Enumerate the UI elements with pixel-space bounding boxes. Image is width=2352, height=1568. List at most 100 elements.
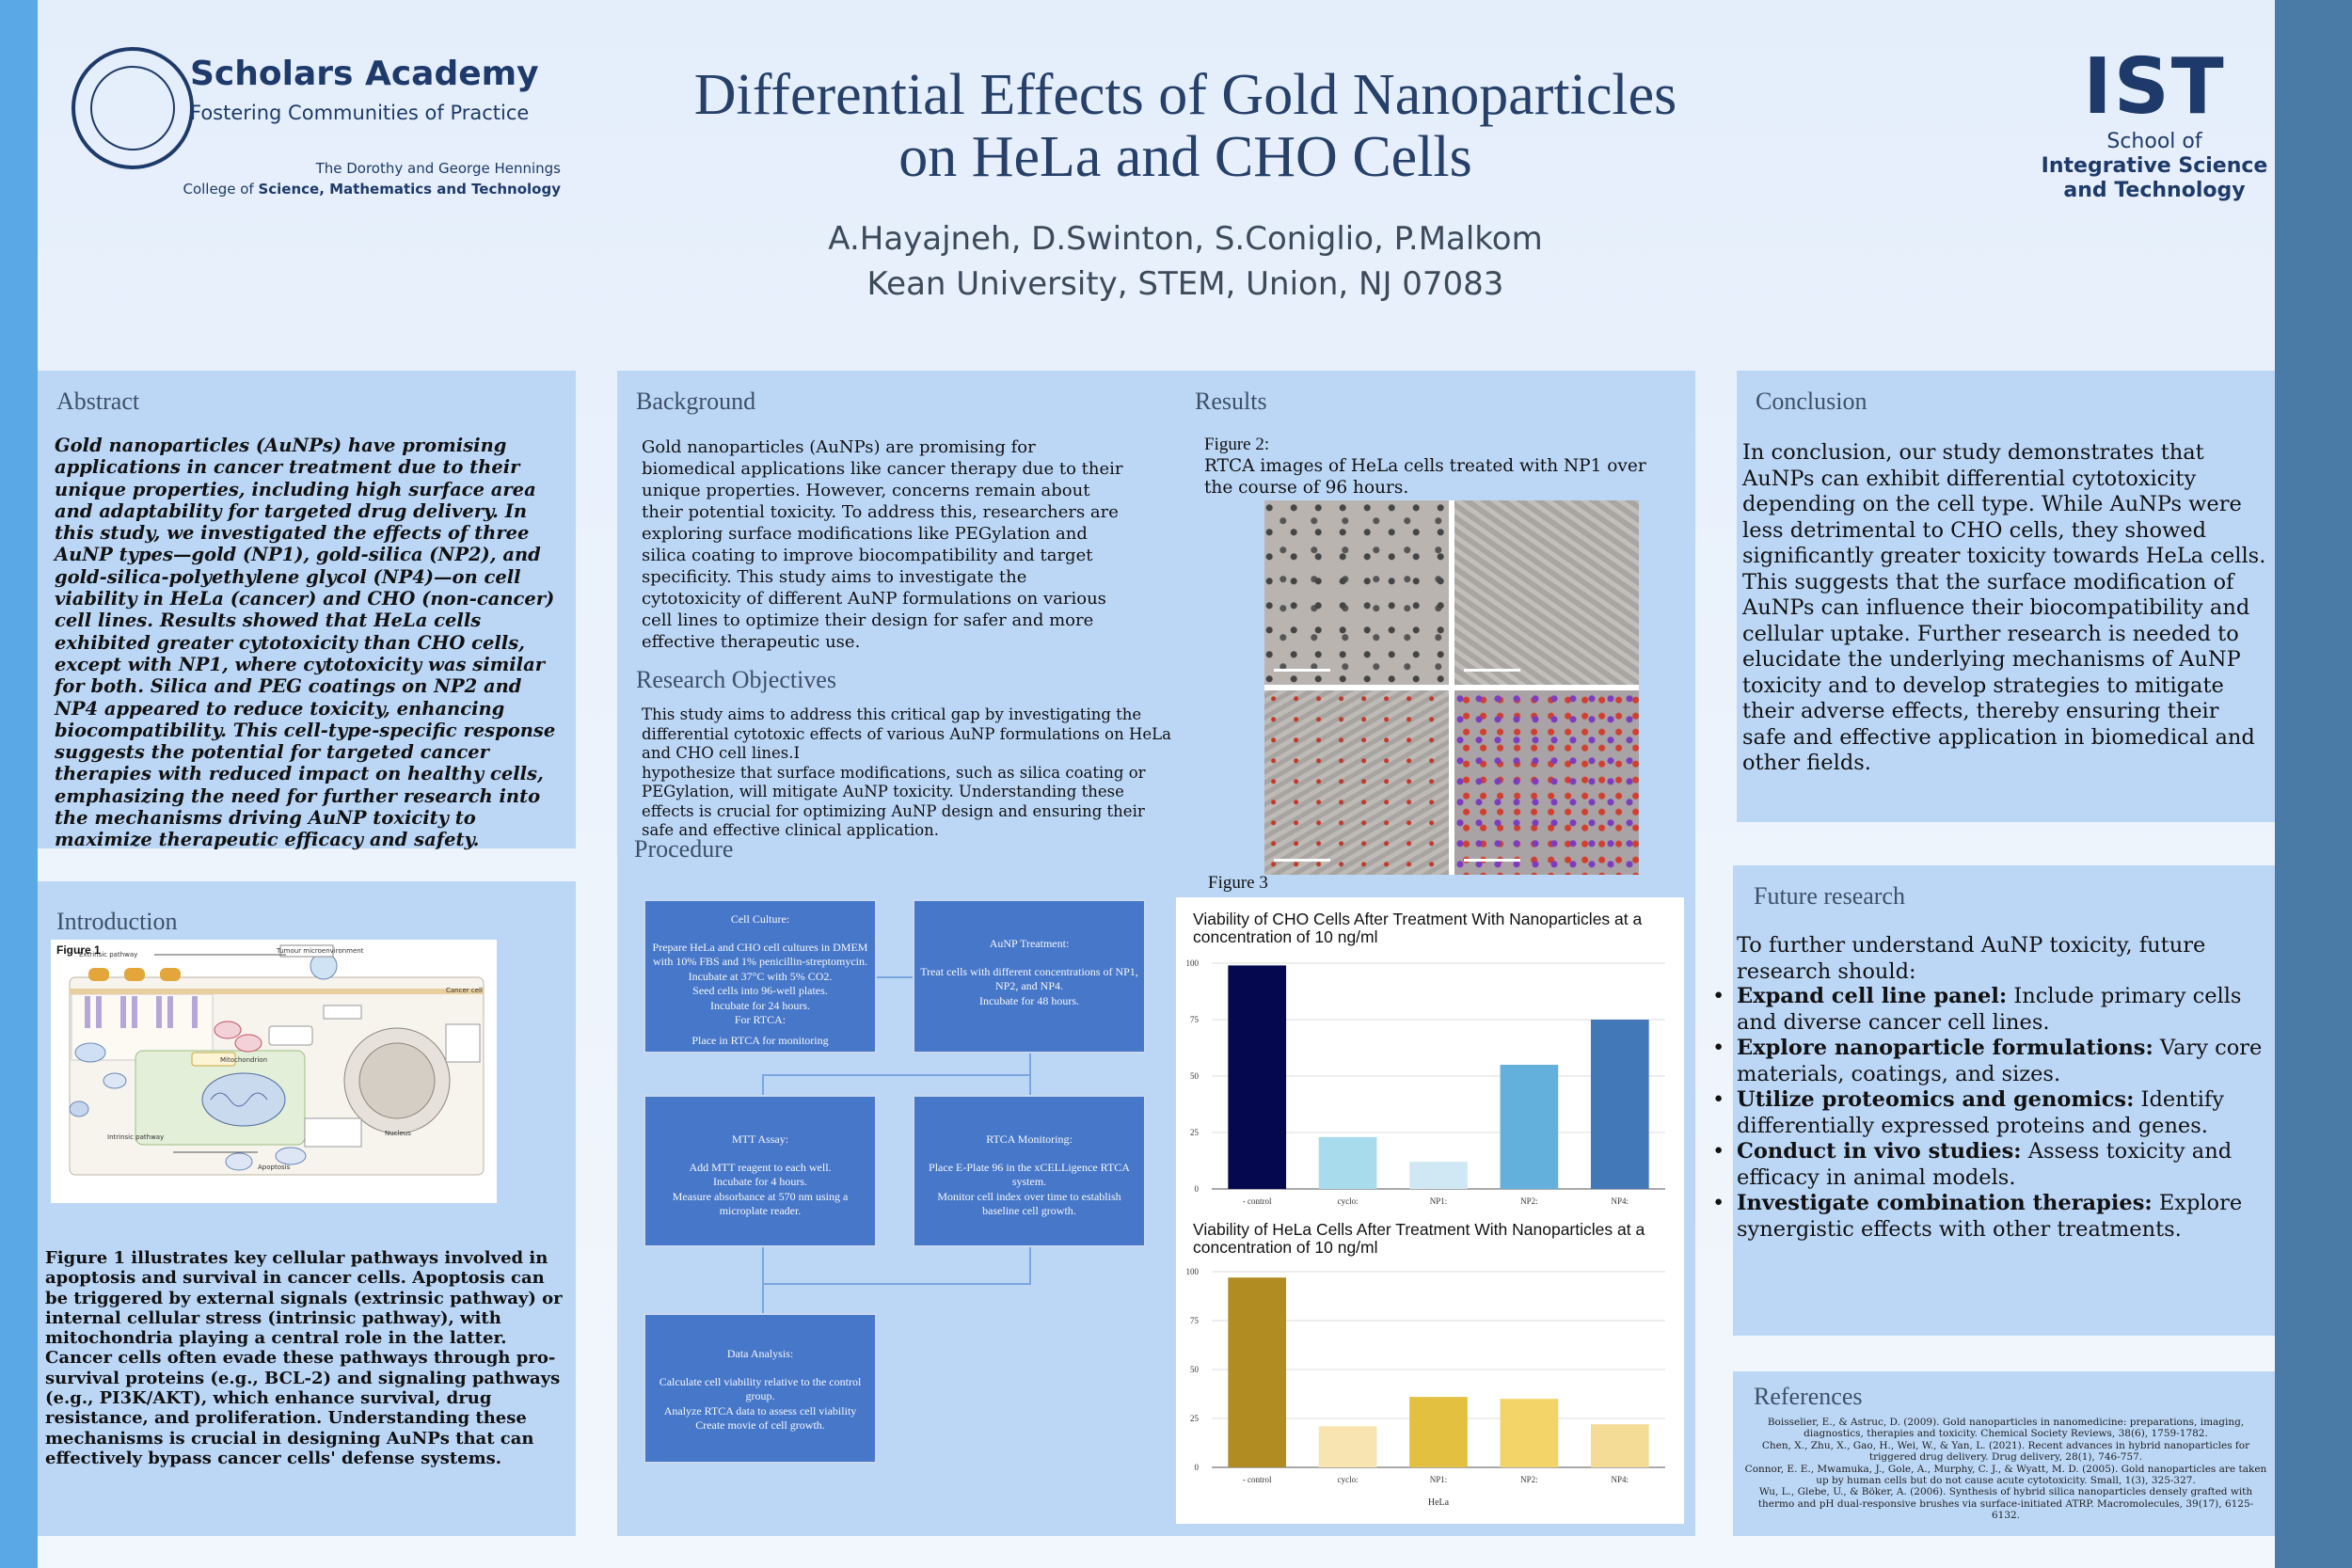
future-item: Investigate combination therapies: Explo… bbox=[1712, 1191, 2264, 1243]
figure-1-pathway-diagram: Figure 1 bbox=[51, 940, 497, 1203]
figure-label-intrinsic: Intrinsic pathway bbox=[107, 1133, 164, 1141]
procedure-heading: Procedure bbox=[634, 835, 734, 863]
figure-label-tumour: Tumour microenvironment bbox=[276, 947, 364, 955]
title-line-2: on HeLa and CHO Cells bbox=[898, 125, 1472, 189]
cho-x-tick-label: - control bbox=[1243, 1196, 1272, 1206]
results-heading: Results bbox=[1195, 388, 1267, 415]
ist-line-1: School of bbox=[2106, 130, 2202, 153]
flow-arrow-4 bbox=[762, 1074, 764, 1095]
hela-y-tick-label: 75 bbox=[1190, 1316, 1200, 1325]
micrograph-24h bbox=[1454, 500, 1639, 685]
hela-y-tick-label: 25 bbox=[1190, 1414, 1200, 1423]
cho-bar-1 bbox=[1228, 965, 1287, 1189]
reference-item: Chen, X., Zhu, X., Gao, H., Wei, W., & Y… bbox=[1761, 1439, 2250, 1464]
future-item: Utilize proteomics and genomics: Identif… bbox=[1712, 1087, 2264, 1139]
hela-viability-chart: Viability of HeLa Cells After Treatment … bbox=[1176, 1208, 1684, 1524]
hela-chart-title: Viability of HeLa Cells After Treatment … bbox=[1193, 1220, 1645, 1257]
scholars-academy-name: Scholars Academy bbox=[190, 55, 539, 93]
procedure-aunp-treatment-box: AuNP Treatment: Treat cells with differe… bbox=[913, 899, 1146, 1053]
introduction-panel: Introduction Figure 1 bbox=[38, 881, 576, 1536]
research-objectives-heading: Research Objectives bbox=[636, 666, 836, 693]
hela-x-axis-label: HeLa bbox=[1428, 1497, 1450, 1508]
kean-university-seal bbox=[72, 47, 194, 169]
rtca-micrograph-grid bbox=[1264, 500, 1639, 875]
cho-y-tick-label: 50 bbox=[1190, 1071, 1200, 1081]
references-list: Boisselier, E., & Astruc, D. (2009). Gol… bbox=[1744, 1417, 2267, 1522]
conclusion-text: In conclusion, our study demonstrates th… bbox=[1742, 440, 2266, 775]
cho-x-tick-label: cyclo: bbox=[1338, 1196, 1359, 1206]
background-text: Gold nanoparticles (AuNPs) are promising… bbox=[642, 437, 1123, 652]
figure-label-mitochondrion: Mitochondrion bbox=[220, 1056, 267, 1064]
hela-x-tick-label: - control bbox=[1243, 1475, 1272, 1484]
cho-x-tick-label: NP1: bbox=[1430, 1196, 1448, 1206]
scholars-academy-tagline: Fostering Communities of Practice bbox=[190, 102, 530, 124]
flow-arrow-5 bbox=[762, 1247, 764, 1366]
scholars-academy-logo: Scholars Academy Fostering Communities o… bbox=[72, 47, 561, 207]
background-heading: Background bbox=[636, 388, 756, 415]
hela-x-tick-label: NP2: bbox=[1520, 1475, 1538, 1484]
cho-y-tick-label: 75 bbox=[1190, 1015, 1200, 1024]
figure-3-label: Figure 3 bbox=[1208, 873, 1268, 893]
college-line-2: College of Science, Mathematics and Tech… bbox=[183, 181, 561, 198]
figure-label-extrinsic: Extrinsic pathway bbox=[79, 951, 137, 958]
ist-line-3: and Technology bbox=[2063, 179, 2246, 202]
abstract-heading: Abstract bbox=[56, 388, 140, 415]
right-accent-bar bbox=[2275, 0, 2352, 1568]
conclusion-heading: Conclusion bbox=[1756, 388, 1867, 415]
procedure-mtt-assay-box: MTT Assay: Add MTT reagent to each well.… bbox=[644, 1095, 877, 1247]
figure-label-cancer-cell: Cancer cell bbox=[446, 987, 483, 994]
future-research-list: Expand cell line panel: Include primary … bbox=[1712, 984, 2264, 1243]
hela-bar-5 bbox=[1590, 1424, 1649, 1467]
future-item: Expand cell line panel: Include primary … bbox=[1712, 984, 2264, 1036]
research-objectives-text: This study aims to address this critical… bbox=[642, 705, 1171, 839]
cho-bar-4 bbox=[1500, 1065, 1559, 1189]
hela-bar-2 bbox=[1318, 1426, 1377, 1467]
hela-bar-4 bbox=[1500, 1399, 1559, 1467]
conclusion-panel: Conclusion In conclusion, our study demo… bbox=[1737, 371, 2275, 822]
hela-bar-3 bbox=[1409, 1397, 1468, 1467]
future-research-panel: Future research To further understand Au… bbox=[1712, 865, 2275, 1336]
ist-line-2: Integrative Science bbox=[2041, 154, 2268, 178]
cho-y-tick-label: 0 bbox=[1195, 1184, 1200, 1194]
procedure-data-analysis-box: Data Analysis: Calculate cell viability … bbox=[644, 1313, 877, 1464]
title-line-1: Differential Effects of Gold Nanoparticl… bbox=[693, 63, 1677, 127]
cho-bar-3 bbox=[1409, 1162, 1468, 1189]
authors: A.Hayajneh, D.Swinton, S.Coniglio, P.Mal… bbox=[828, 220, 1543, 258]
figure-2-caption: RTCA images of HeLa cells treated with N… bbox=[1204, 456, 1646, 498]
hela-y-tick-label: 50 bbox=[1190, 1365, 1200, 1374]
flow-arrow-6 bbox=[1029, 1247, 1031, 1285]
abstract-text: Gold nanoparticles (AuNPs) have promisin… bbox=[55, 435, 556, 851]
cho-x-tick-label: NP2: bbox=[1520, 1196, 1538, 1206]
reference-item: Wu, L., Glebe, U., & Böker, A. (2006). S… bbox=[1757, 1486, 2254, 1522]
cho-bar-5 bbox=[1590, 1020, 1649, 1189]
micrograph-96h bbox=[1454, 690, 1639, 875]
references-panel: References Boisselier, E., & Astruc, D. … bbox=[1733, 1371, 2275, 1536]
poster-title: Differential Effects of Gold Nanoparticl… bbox=[527, 64, 1844, 188]
future-item: Explore nanoparticle formulations: Vary … bbox=[1712, 1036, 2264, 1087]
flow-arrow-1 bbox=[877, 976, 937, 978]
introduction-heading: Introduction bbox=[56, 908, 178, 935]
future-item: Conduct in vivo studies: Assess toxicity… bbox=[1712, 1139, 2264, 1191]
left-accent-bar bbox=[0, 0, 38, 1568]
future-research-heading: Future research bbox=[1754, 882, 1905, 910]
flow-arrow-7 bbox=[762, 1283, 1031, 1285]
affiliation: Kean University, STEM, Union, NJ 07083 bbox=[866, 265, 1504, 303]
cho-viability-chart: Viability of CHO Cells After Treatment W… bbox=[1176, 897, 1684, 1208]
college-line-1: The Dorothy and George Hennings bbox=[315, 160, 561, 177]
cho-chart-svg: 0 25 50 75 100 - control cyclo: NP1: NP2: NP4: bbox=[1186, 958, 1665, 1206]
authors-block: A.Hayajneh, D.Swinton, S.Coniglio, P.Mal… bbox=[527, 216, 1844, 307]
flow-arrow-3 bbox=[762, 1074, 1031, 1076]
ist-logo: IST School of Integrative Science and Te… bbox=[2032, 45, 2277, 205]
figure-2-label: Figure 2: bbox=[1204, 435, 1270, 454]
hela-bar-1 bbox=[1228, 1277, 1287, 1467]
figure-label-apoptosis: Apoptosis bbox=[258, 1164, 291, 1171]
cho-chart-title: Viability of CHO Cells After Treatment W… bbox=[1193, 910, 1643, 946]
figure-label-nucleus: Nucleus bbox=[385, 1130, 411, 1137]
hela-x-tick-label: cyclo: bbox=[1338, 1475, 1359, 1484]
hela-x-tick-label: NP4: bbox=[1612, 1475, 1629, 1484]
cho-y-tick-label: 25 bbox=[1190, 1128, 1200, 1137]
procedure-rtca-monitoring-box: RTCA Monitoring: Place E-Plate 96 in the… bbox=[913, 1095, 1146, 1247]
hela-y-tick-label: 100 bbox=[1186, 1267, 1200, 1276]
micrograph-48h bbox=[1264, 690, 1449, 875]
cho-y-tick-label: 100 bbox=[1186, 958, 1200, 968]
